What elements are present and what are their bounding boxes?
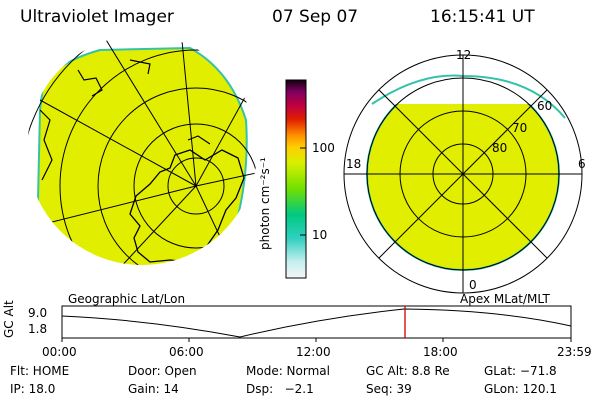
instrument-title: Ultraviolet Imager [20,7,174,27]
colorbar-tick-100: 100 [312,141,335,155]
flight-status: Flt: HOME [10,364,70,378]
ip-status: IP: 18.0 [10,382,56,396]
mlat-label-70: 70 [512,121,528,135]
mlat-label-80: 80 [492,141,508,155]
xtick-1800: 18:00 [423,345,458,359]
colorbar-tick-10: 10 [312,228,328,242]
gain-status: Gain: 14 [128,382,179,396]
altitude-ytick-low: 1.8 [28,322,48,336]
altitude-ylabel: GC Alt [2,300,16,338]
xtick-1200: 12:00 [296,345,331,359]
mlt-label-12: 12 [456,48,472,62]
xtick-0000: 00:00 [42,345,77,359]
left-panel-label: Geographic Lat/Lon [68,292,186,306]
uv-image-left [36,46,248,265]
xtick-0600: 06:00 [169,345,204,359]
mlt-label-6: 6 [578,157,586,171]
glon-status: GLon: 120.1 [484,382,557,396]
altitude-curve [61,308,572,338]
right-panel-label: Apex MLat/MLT [460,292,550,306]
colorbar-unit-label: photon cm⁻²s⁻¹ [258,157,272,250]
date-label: 07 Sep 07 [272,7,359,27]
glat-status: GLat: −71.8 [484,364,557,378]
mlt-label-0: 0 [469,278,477,292]
colorbar [285,79,307,279]
mlt-label-18: 18 [346,157,362,171]
mlat-label-60: 60 [537,99,553,113]
altitude-plot [61,305,572,339]
seq-status: Seq: 39 [366,382,412,396]
altitude-ytick-high: 9.0 [28,306,48,320]
xtick-2359: 23:59 [557,345,592,359]
time-label: 16:15:41 UT [430,7,535,27]
dsp-status: Dsp: −2.1 [246,382,314,396]
gc-alt-status: GC Alt: 8.8 Re [366,364,450,378]
mode-status: Mode: Normal [246,364,330,378]
door-status: Door: Open [128,364,197,378]
